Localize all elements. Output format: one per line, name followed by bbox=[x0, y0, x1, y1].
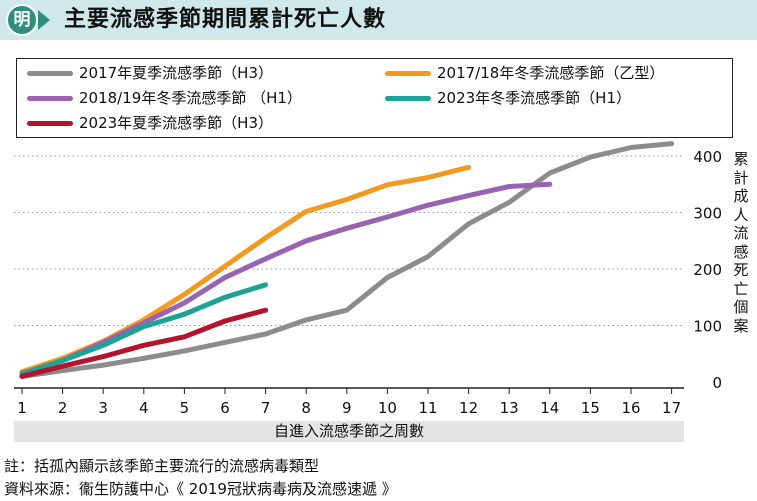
legend-item-2017-summer: 2017年夏季流感季節（H3） bbox=[27, 61, 273, 85]
x-tick-label: 17 bbox=[662, 399, 681, 417]
series-line-3 bbox=[19, 282, 269, 377]
series-line-0 bbox=[19, 141, 675, 379]
legend-swatch bbox=[27, 70, 73, 76]
x-tick-label: 5 bbox=[180, 399, 190, 417]
chart-title: 主要流感季節期間累計死亡人數 bbox=[64, 7, 387, 32]
y-axis-title: 累計成人流感死亡個案 bbox=[733, 150, 749, 335]
x-axis-title: 自進入流感季節之周數 bbox=[273, 422, 424, 440]
y-tick-label: 100 bbox=[693, 318, 722, 336]
x-tick-label: 12 bbox=[459, 399, 478, 417]
x-tick-label: 9 bbox=[342, 399, 352, 417]
y-tick-label: 200 bbox=[693, 261, 722, 279]
x-tick-label: 15 bbox=[581, 399, 600, 417]
legend-item-2018-19-winter: 2018/19年冬季流感季節 （H1） bbox=[27, 86, 302, 110]
y-tick-label: 300 bbox=[693, 205, 722, 223]
legend-label: 2023年夏季流感季節（H3） bbox=[79, 114, 273, 132]
x-tick-label: 16 bbox=[621, 399, 640, 417]
x-tick-label: 10 bbox=[378, 399, 397, 417]
y-tick-label: 400 bbox=[693, 148, 722, 166]
legend-swatch bbox=[27, 120, 73, 126]
brand-badge: 明 bbox=[6, 4, 38, 36]
x-tick-label: 3 bbox=[98, 399, 108, 417]
x-tick-label: 4 bbox=[139, 399, 149, 417]
x-tick-label: 11 bbox=[418, 399, 437, 417]
footnote: 註：括孤內顯示該季節主要流行的流感病毒類型 bbox=[4, 457, 320, 475]
x-tick-label: 2 bbox=[58, 399, 68, 417]
series-line-4 bbox=[19, 307, 269, 379]
legend-item-2023-summer: 2023年夏季流感季節（H3） bbox=[27, 111, 273, 135]
legend: 2017年夏季流感季節（H3） 2017/18年冬季流感季節（乙型） 2018/… bbox=[16, 58, 733, 138]
legend-label: 2017年夏季流感季節（H3） bbox=[79, 64, 273, 82]
header-bar bbox=[0, 0, 757, 40]
x-axis-band bbox=[14, 421, 684, 442]
legend-swatch bbox=[385, 95, 431, 101]
legend-label: 2017/18年冬季流感季節（乙型） bbox=[437, 64, 665, 82]
x-tick-label: 7 bbox=[261, 399, 271, 417]
x-tick-label: 14 bbox=[540, 399, 559, 417]
series-line-2 bbox=[19, 181, 553, 376]
legend-swatch bbox=[385, 70, 431, 76]
badge-tip bbox=[38, 10, 50, 30]
legend-label: 2018/19年冬季流感季節 （H1） bbox=[79, 89, 302, 107]
x-tick-label: 6 bbox=[220, 399, 230, 417]
y-tick-label: 0 bbox=[712, 374, 722, 392]
legend-item-2023-winter: 2023年冬季流感季節（H1） bbox=[385, 86, 631, 110]
legend-label: 2023年冬季流感季節（H1） bbox=[437, 89, 631, 107]
x-tick-label: 13 bbox=[500, 399, 519, 417]
source-note: 資料來源：衞生防護中心《 2019冠狀病毒病及流感速遞 》 bbox=[4, 480, 397, 498]
x-tick-label: 8 bbox=[301, 399, 311, 417]
x-tick-label: 1 bbox=[17, 399, 27, 417]
legend-item-2017-18-winter: 2017/18年冬季流感季節（乙型） bbox=[385, 61, 664, 85]
legend-swatch bbox=[27, 95, 73, 101]
